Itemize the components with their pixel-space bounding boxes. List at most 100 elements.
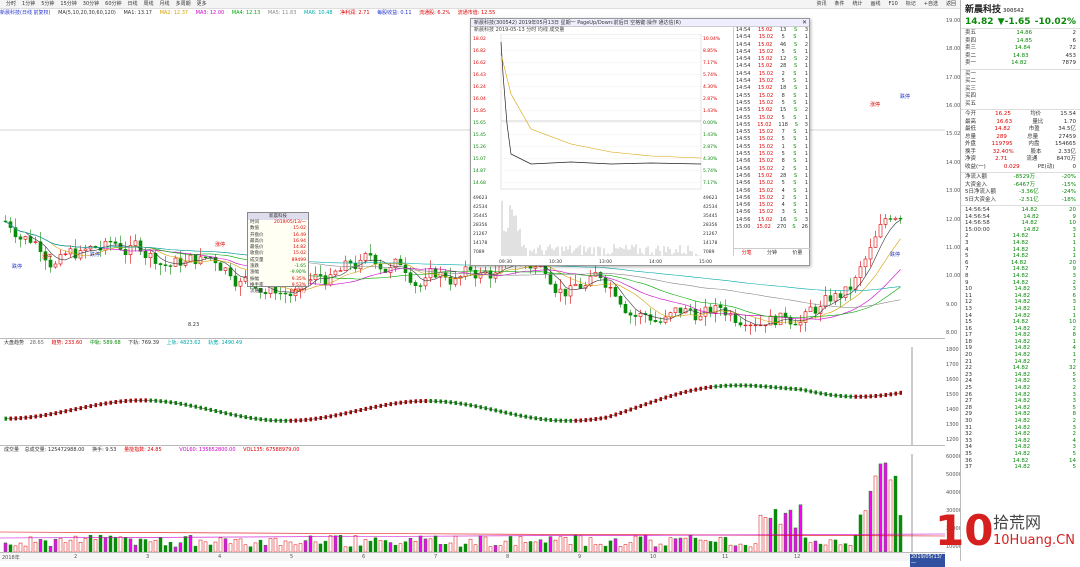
tick-row[interactable]: 14:55 15.02 118 S 3 [734,122,810,129]
trade-row[interactable]: 11 14.82 6 [961,293,1080,300]
trade-row[interactable]: 26 14.82 3 [961,392,1080,399]
tick-row[interactable]: 14:54 15.02 5 S 1 [734,49,810,56]
toolbar-item-6[interactable]: 日线 [127,1,138,7]
toolbar-right-item-7[interactable]: 返回 [945,1,956,7]
toolbar-item-5[interactable]: 60分钟 [105,1,122,7]
toolbar-item-7[interactable]: 周线 [143,1,154,7]
toolbar-right-item-0[interactable]: 资讯 [816,1,827,7]
trade-row[interactable]: 2 14.82 1 [961,233,1080,240]
trade-row[interactable]: 18 14.82 1 [961,339,1080,346]
trade-row[interactable]: 25 14.82 2 [961,385,1080,392]
trade-list[interactable]: 14:56:54 14.82 20 14:56:54 14.82 9 14:56:58 14.… [961,207,1080,471]
trade-row[interactable]: 19 14.82 4 [961,345,1080,352]
trade-row[interactable]: 6 14.82 20 [961,260,1080,267]
trade-row[interactable]: 30 14.82 2 [961,418,1080,425]
trade-row[interactable]: 22 14.82 32 [961,365,1080,372]
toolbar-item-10[interactable]: 更多 [196,1,207,7]
volume-chart[interactable] [0,454,945,552]
trade-row[interactable]: 29 14.82 8 [961,411,1080,418]
trade-row[interactable]: 14:56:54 14.82 20 [961,207,1080,214]
trade-row[interactable]: 17 14.82 8 [961,332,1080,339]
trade-row[interactable]: 14:56:58 14.82 10 [961,220,1080,227]
toolbar-item-3[interactable]: 15分钟 [60,1,77,7]
trade-row[interactable]: 14:56:54 14.82 9 [961,214,1080,221]
tick-row[interactable]: 14:54 15.02 12 S 2 [734,56,810,63]
tick-row[interactable]: 14:54 15.02 13 S 3 [734,27,810,34]
tick-row[interactable]: 14:54 15.02 28 S 1 [734,63,810,70]
toolbar-item-1[interactable]: 1分钟 [22,1,36,7]
toolbar-item-9[interactable]: 多周期 [175,1,191,7]
tick-row[interactable]: 14:56 15.02 5 S 1 [734,180,810,187]
trade-row[interactable]: 5 14.82 1 [961,253,1080,260]
trade-time: 9 [965,279,969,286]
trade-row[interactable]: 3 14.82 1 [961,240,1080,247]
toolbar-right-item-2[interactable]: 统计 [852,1,863,7]
tick-row[interactable]: 14:56 15.02 2 S 1 [734,166,810,173]
intraday-popup-window[interactable]: 新晨科技(300542) 2019年05月13日 星期一 PageUp/Down… [470,18,810,266]
tick-row[interactable]: 14:56 15.02 8 S 1 [734,158,810,165]
tick-row[interactable]: 14:55 15.02 5 S 1 [734,100,810,107]
tick-tab-1[interactable]: 分钟 [766,250,777,256]
tick-row[interactable]: 14:55 15.02 1 S 1 [734,144,810,151]
trade-row[interactable]: 9 14.82 2 [961,280,1080,287]
trade-row[interactable]: 28 14.82 5 [961,405,1080,412]
trade-row[interactable]: 33 14.82 4 [961,438,1080,445]
toolbar-item-2[interactable]: 5分钟 [41,1,55,7]
trade-row[interactable]: 7 14.82 9 [961,266,1080,273]
toolbar-item-4[interactable]: 30分钟 [82,1,100,7]
trade-row[interactable]: 10 14.82 3 [961,286,1080,293]
tick-row[interactable]: 14:55 15.02 5 S 1 [734,115,810,122]
trade-row[interactable]: 35 14.82 5 [961,451,1080,458]
intraday-chart[interactable]: 18.02 10.04% 16.82 8.85% 16.62 7.17% 16.43 5.74… [471,34,733,264]
trade-row[interactable]: 15:00:00 14.82 3 [961,227,1080,234]
trade-row[interactable]: 14 14.82 1 [961,313,1080,320]
trade-row[interactable]: 23 14.82 5 [961,372,1080,379]
trade-row[interactable]: 13 14.82 1 [961,306,1080,313]
tick-tabs[interactable]: 分笔 分钟 价量 [734,248,810,256]
tick-row[interactable]: 14:55 15.02 8 S 1 [734,93,810,100]
tick-row[interactable]: 14:56 15.02 16 S 3 [734,217,810,224]
tick-row[interactable]: 14:54 15.02 18 S 1 [734,85,810,92]
tick-row[interactable]: 14:56 15.02 3 S 1 [734,209,810,216]
trade-row[interactable]: 32 14.82 2 [961,431,1080,438]
tick-row[interactable]: 14:56 15.02 4 S 1 [734,188,810,195]
toolbar-right-item-4[interactable]: F10 [888,1,898,7]
trade-row[interactable]: 4 14.82 1 [961,247,1080,254]
trade-row[interactable]: 27 14.82 3 [961,398,1080,405]
tick-row[interactable]: 14:54 15.02 5 S 1 [734,78,810,85]
tick-row[interactable]: 14:56 15.02 28 S 1 [734,173,810,180]
toolbar-right-item-1[interactable]: 条件 [834,1,845,7]
tick-row[interactable]: 14:55 15.02 7 S 1 [734,129,810,136]
tick-row[interactable]: 15:00 15.02 270 S 26 [734,224,810,231]
trade-row[interactable]: 34 14.82 3 [961,444,1080,451]
tick-tab-2[interactable]: 价量 [792,250,803,256]
tick-row[interactable]: 14:54 15.02 2 S 1 [734,71,810,78]
trade-row[interactable]: 20 14.82 1 [961,352,1080,359]
popup-title[interactable]: 新晨科技(300542) 2019年05月13日 星期一 PageUp/Down… [471,19,809,27]
tick-row[interactable]: 14:56 15.02 4 S 1 [734,202,810,209]
close-icon[interactable]: ✕ [801,19,807,26]
toolbar-item-8[interactable]: 月线 [159,1,170,7]
toolbar-item-0[interactable]: 分时 [6,1,17,7]
trade-row[interactable]: 36 14.82 14 [961,458,1080,465]
trade-row[interactable]: 24 14.82 5 [961,378,1080,385]
toolbar-right-item-6[interactable]: +自选 [923,1,938,7]
tick-tab-0[interactable]: 分笔 [741,250,752,256]
trade-row[interactable]: 12 14.82 3 [961,299,1080,306]
tick-row[interactable]: 14:55 15.02 15 S 2 [734,107,810,114]
trade-row[interactable]: 21 14.82 7 [961,359,1080,366]
tick-row[interactable]: 14:54 15.02 5 S 1 [734,34,810,41]
trade-row[interactable]: 15 14.82 10 [961,319,1080,326]
tick-list[interactable]: 14:54 15.02 13 S 3 14:54 15.02 5 S 1 14:54 15.02 46 S… [733,27,810,256]
trend-chart[interactable] [0,347,945,445]
tick-row[interactable]: 14:55 15.02 5 S 1 [734,136,810,143]
toolbar-right-item-5[interactable]: 标记 [905,1,916,7]
tick-row[interactable]: 14:54 15.02 46 S 2 [734,42,810,49]
tick-row[interactable]: 14:55 15.02 5 S 1 [734,151,810,158]
toolbar-right-item-3[interactable]: 画线 [870,1,881,7]
tick-row[interactable]: 14:56 15.02 2 S 1 [734,195,810,202]
trade-row[interactable]: 16 14.82 2 [961,326,1080,333]
trade-row[interactable]: 31 14.82 3 [961,425,1080,432]
trade-row[interactable]: 8 14.82 3 [961,273,1080,280]
trade-row[interactable]: 37 14.82 5 [961,464,1080,471]
